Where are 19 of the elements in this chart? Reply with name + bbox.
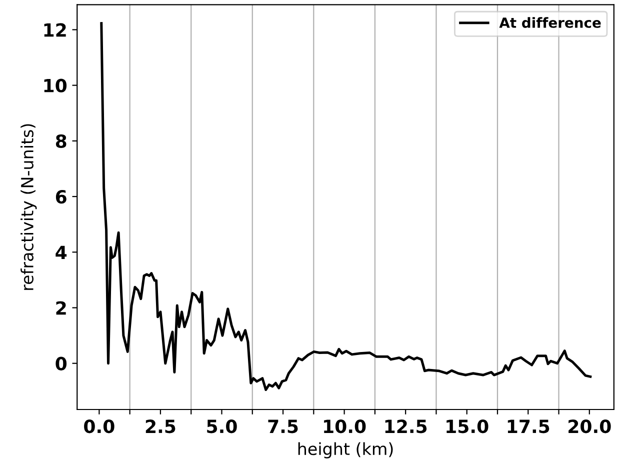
y-tick-label: 8 [56, 134, 66, 148]
x-tick-label: 10.0 [324, 420, 366, 434]
x-tick-label: 0.0 [84, 420, 114, 434]
x-tick-label: 5.0 [207, 420, 237, 434]
x-tick-label: 15.0 [446, 420, 488, 434]
legend-label: At difference [499, 17, 601, 28]
x-tick-label: 2.5 [146, 420, 176, 434]
y-tick-label: 4 [56, 246, 67, 259]
x-tick-label: 7.5 [268, 420, 298, 434]
y-tick-label: 12 [44, 23, 66, 37]
y-tick-label: 6 [56, 190, 66, 204]
y-axis-title: refractivity (N-units) [20, 124, 37, 290]
y-tick-label: 10 [44, 78, 67, 92]
y-tick-label: 2 [56, 301, 66, 315]
x-axis-title: height (km) [298, 442, 393, 458]
y-tick-label: 0 [56, 356, 67, 370]
x-tick-label: 17.5 [508, 420, 550, 434]
x-tick-label: 12.5 [385, 420, 427, 434]
x-tick-label: 20.0 [568, 420, 611, 434]
